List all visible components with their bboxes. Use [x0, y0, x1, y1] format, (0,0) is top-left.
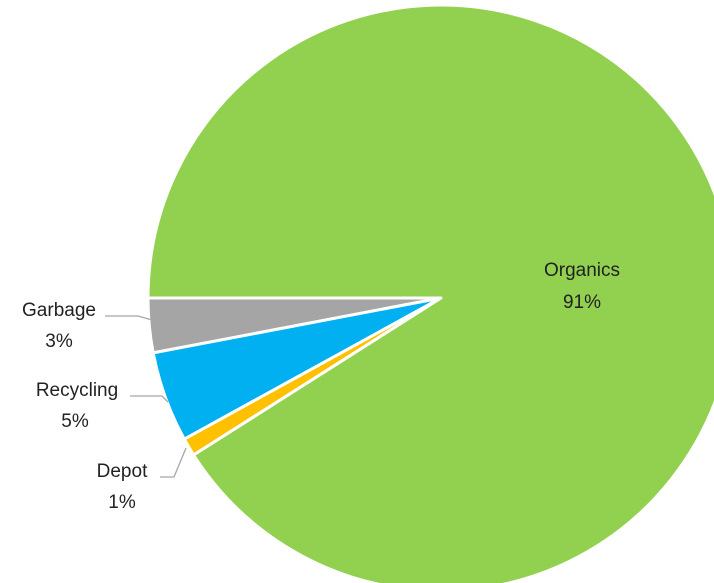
leader-line-garbage: [105, 315, 153, 321]
label-garbage-pct: 3%: [45, 331, 73, 352]
slice-organics: [146, 3, 714, 583]
label-depot: Depot: [97, 461, 148, 482]
label-recycling: Recycling: [36, 380, 118, 401]
label-garbage-name: Garbage: [22, 300, 96, 321]
leader-lines-layer: [105, 315, 187, 478]
label-organics-pct: 91%: [563, 292, 601, 313]
label-organics: Organics: [544, 260, 620, 281]
leader-line-recycling: [130, 395, 169, 403]
label-depot-pct: 1%: [108, 492, 136, 513]
leader-line-depot: [160, 447, 187, 478]
slices-layer: [146, 3, 714, 583]
label-recycling-pct: 5%: [61, 411, 89, 432]
label-garbage: Garbage: [22, 300, 96, 321]
